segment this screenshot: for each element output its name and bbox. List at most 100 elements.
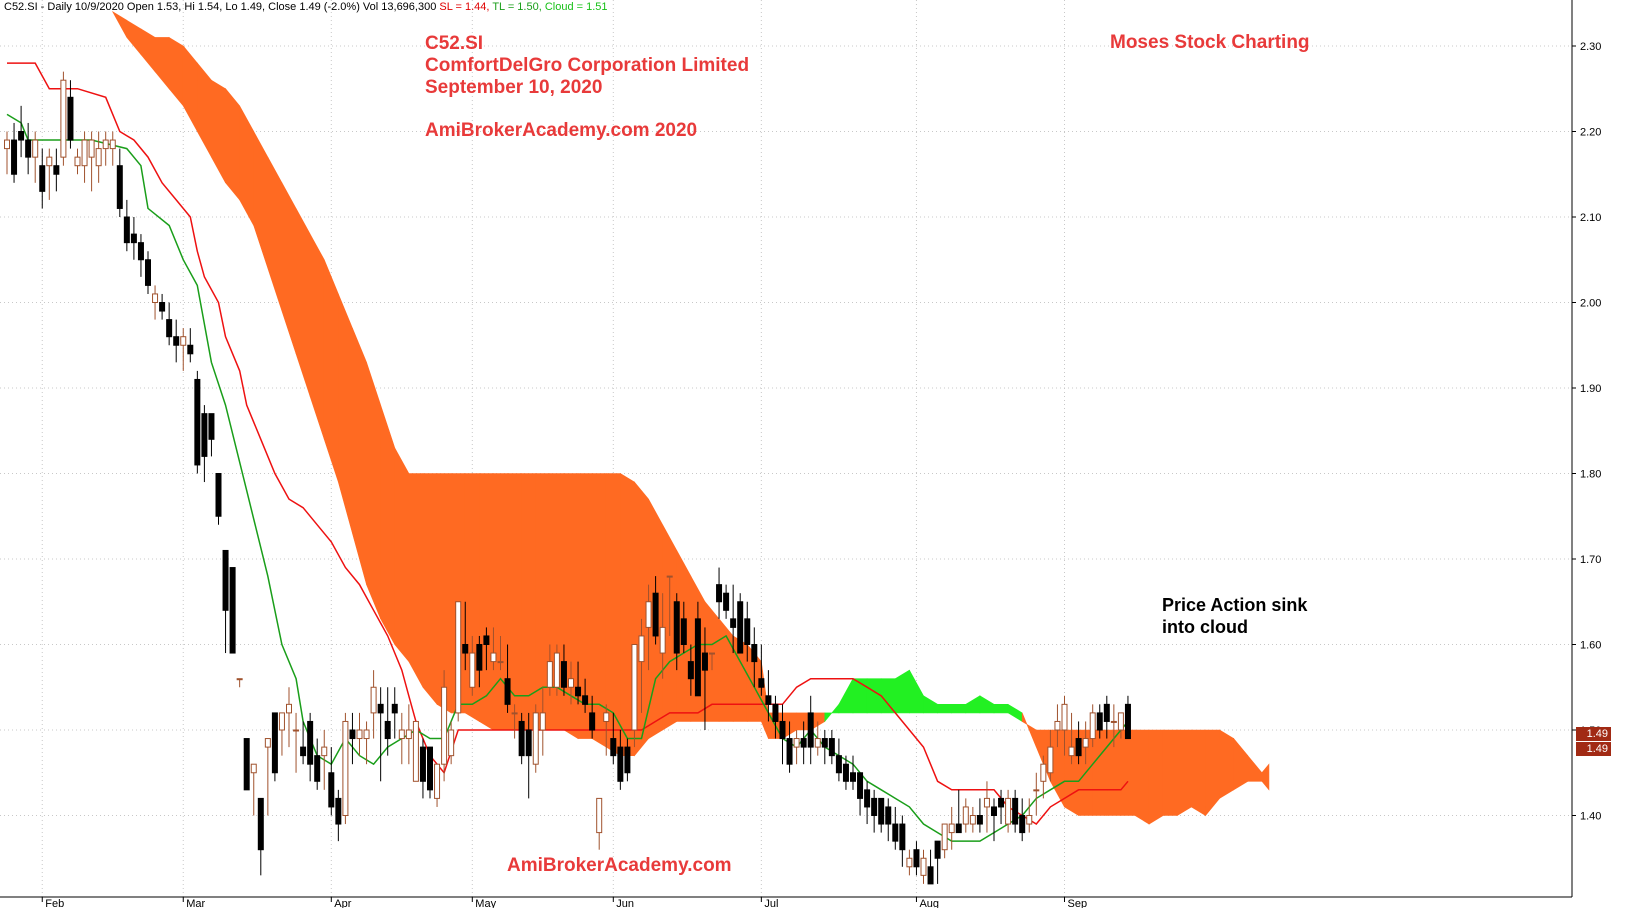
- cloud-segment: [1191, 729, 1206, 817]
- candle-body: [137, 242, 144, 261]
- candle-body: [539, 712, 546, 731]
- candle-body: [4, 139, 10, 150]
- cloud-segment: [366, 362, 381, 619]
- x-tick-label: Apr: [334, 898, 351, 908]
- candle-body: [39, 165, 46, 192]
- candle-body: [427, 746, 433, 791]
- candle-body: [1096, 712, 1103, 731]
- candle-body: [60, 79, 67, 158]
- candle-body: [991, 806, 997, 817]
- candle-body: [1089, 712, 1096, 740]
- candle-body: [497, 661, 504, 664]
- candle-body: [553, 652, 560, 688]
- header-sl: SL = 1.44,: [439, 1, 490, 13]
- candle-body: [920, 857, 927, 876]
- candle-body: [180, 336, 187, 346]
- cloud-segment: [718, 618, 734, 722]
- candle-body: [328, 772, 335, 808]
- cloud-segment: [1177, 729, 1192, 817]
- candle-body: [751, 644, 758, 663]
- candle-body: [680, 618, 687, 645]
- x-tick-label: Aug: [919, 898, 939, 908]
- candle-body: [1103, 703, 1110, 722]
- candle-body: [582, 695, 589, 705]
- candle-body: [1040, 763, 1047, 782]
- y-tick-label: 1.90: [1580, 383, 1601, 395]
- candle-body: [1061, 703, 1068, 731]
- candle-body: [194, 378, 201, 466]
- x-tick-label: Feb: [45, 898, 64, 908]
- candle-body: [363, 729, 370, 740]
- candle-body: [786, 738, 793, 765]
- header-tl: TL = 1.50,: [492, 1, 542, 13]
- candle-body: [892, 823, 899, 842]
- x-tick-label: Mar: [186, 898, 205, 908]
- candle-body: [469, 652, 476, 688]
- candle-body: [476, 644, 483, 671]
- candle-body: [166, 319, 173, 338]
- candle-body: [532, 712, 539, 765]
- candle-body: [434, 763, 441, 799]
- candle-body: [687, 661, 694, 680]
- candle-body: [518, 720, 525, 757]
- cloud-segment: [422, 473, 438, 706]
- candle-body: [652, 592, 659, 637]
- cloud-segment: [1092, 729, 1108, 816]
- candle-body: [962, 806, 969, 825]
- candle-body: [222, 549, 229, 611]
- candle-body: [32, 139, 39, 158]
- cloud-segment: [951, 704, 967, 714]
- candle-body: [617, 746, 624, 782]
- candle-body: [765, 695, 772, 705]
- candle-body: [1012, 797, 1019, 825]
- cloud-segment: [1120, 729, 1136, 816]
- candle-body: [864, 789, 871, 808]
- candle-body: [448, 729, 455, 757]
- y-tick-label: 1.60: [1580, 640, 1601, 652]
- candle-body: [779, 720, 786, 740]
- candle-body: [1047, 746, 1054, 774]
- candle-body: [102, 139, 109, 150]
- candle-body: [1117, 712, 1124, 731]
- candle-body: [300, 746, 307, 757]
- candle-body: [1110, 720, 1117, 723]
- candle-body: [130, 233, 137, 244]
- candle-body: [694, 618, 701, 697]
- candle-body: [504, 678, 511, 705]
- annotation-ticker: C52.SI: [425, 33, 484, 54]
- candle-body: [546, 661, 553, 688]
- candle-body: [314, 755, 321, 782]
- candle-body: [201, 413, 208, 457]
- candle-body: [1068, 746, 1075, 757]
- candle-body: [384, 720, 391, 740]
- cloud-segment: [1148, 729, 1164, 825]
- candle-body: [716, 584, 723, 603]
- candle-body: [560, 661, 567, 688]
- chart-header: C52.SI - Daily 10/9/2020 Open 1.53, Hi 1…: [4, 1, 608, 13]
- candle-body: [998, 797, 1005, 808]
- candle-body: [878, 797, 885, 825]
- candle-body: [81, 139, 88, 167]
- candle-body: [412, 720, 419, 782]
- cloud-segment: [1261, 763, 1270, 791]
- candle-body: [596, 797, 603, 834]
- candle-body: [913, 849, 920, 868]
- annotation-date: September 10, 2020: [425, 77, 603, 98]
- candle-body: [419, 746, 426, 782]
- candle-body: [645, 601, 652, 628]
- candle-body: [271, 712, 278, 774]
- candle-body: [215, 473, 222, 517]
- candle-body: [666, 575, 673, 578]
- candle-body: [1033, 789, 1040, 792]
- candle-body: [1026, 815, 1033, 825]
- candle-body: [737, 601, 744, 654]
- cloud-segment: [408, 473, 424, 688]
- y-tick-label: 2.00: [1580, 298, 1601, 310]
- candle-body: [95, 148, 102, 167]
- last-price-label-lower: 1.49: [1576, 742, 1611, 756]
- cloud-segment: [591, 473, 607, 748]
- candlesticks: [4, 71, 1131, 885]
- candle-body: [356, 729, 363, 740]
